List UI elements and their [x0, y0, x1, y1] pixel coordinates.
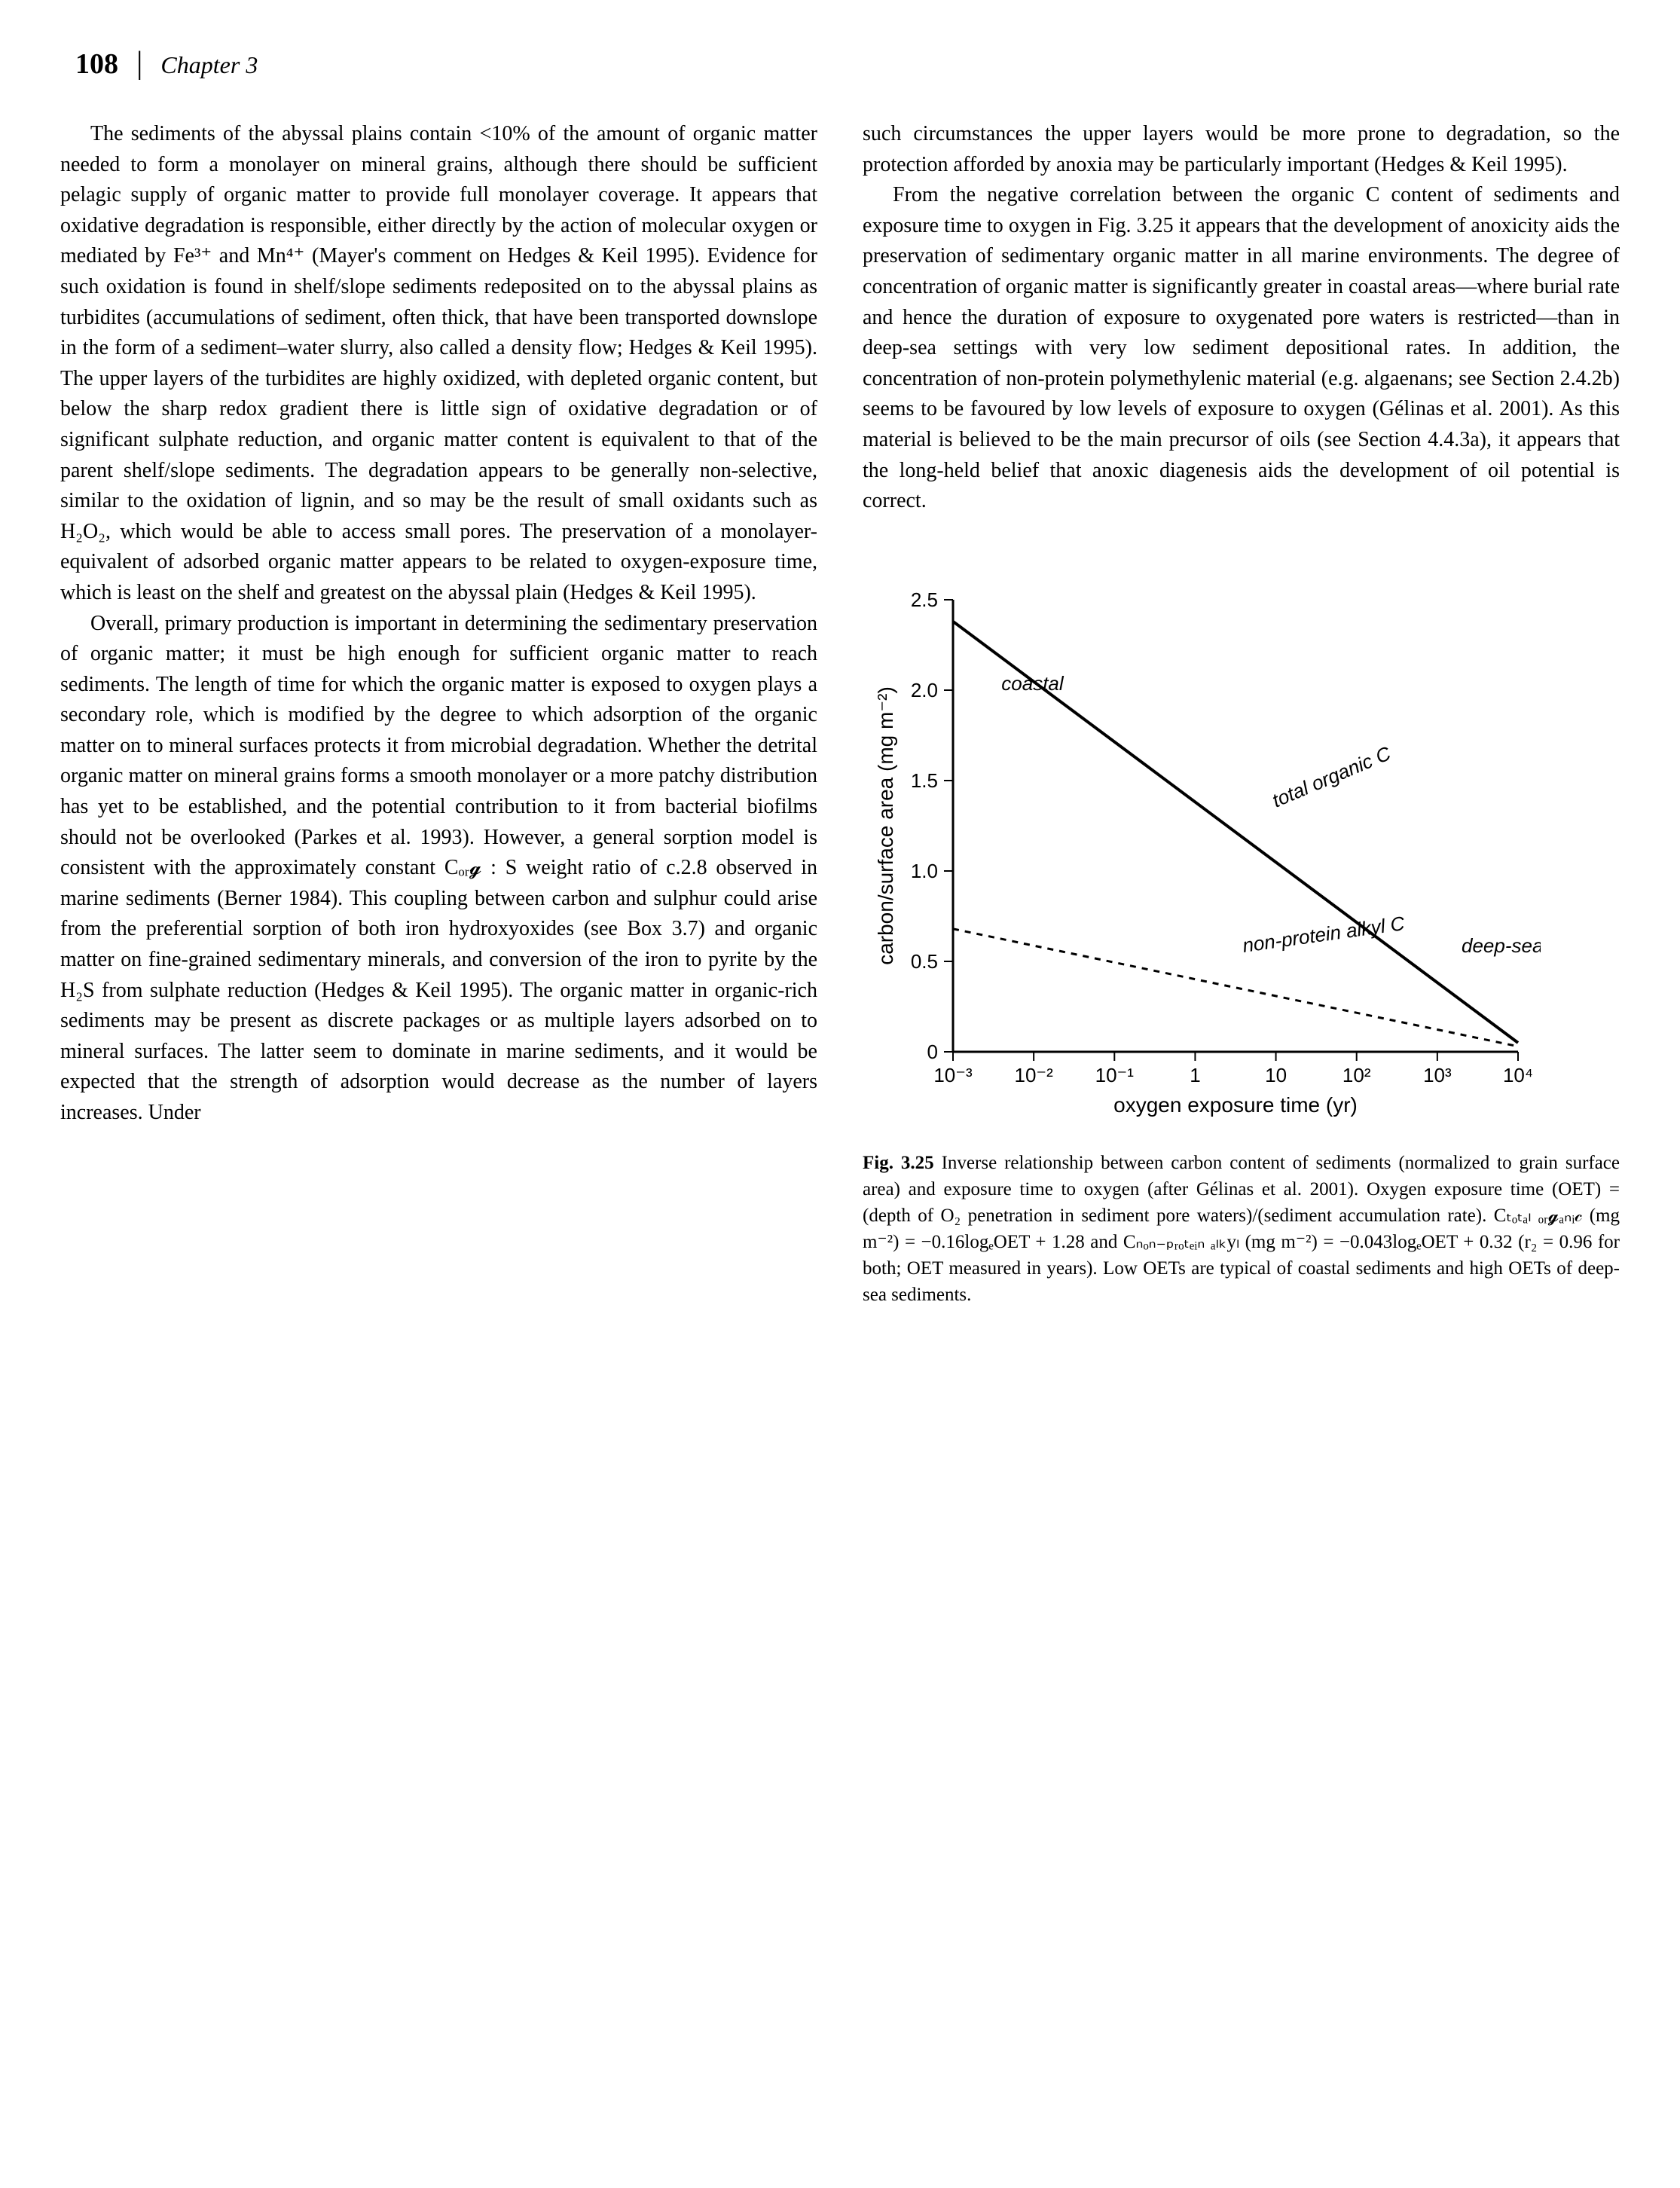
figure-container: 0 0.5 1.0 1.5 2.0 2.5 10⁻³ 10⁻² 10⁻¹ 1 10 10² 10³ 10⁴… [863, 585, 1620, 1308]
svg-text:deep-sea: deep-sea [1462, 934, 1541, 957]
figure-caption: Fig. 3.25 Inverse relationship between c… [863, 1150, 1620, 1308]
svg-text:10⁴: 10⁴ [1503, 1064, 1533, 1086]
svg-text:10²: 10² [1342, 1064, 1371, 1086]
header-separator: | [136, 45, 142, 81]
chapter-label: Chapter 3 [160, 51, 258, 79]
right-para-2: From the negative correlation between th… [863, 180, 1620, 517]
left-para-2: Overall, primary production is important… [60, 609, 817, 1129]
svg-text:10: 10 [1265, 1064, 1287, 1086]
svg-text:10⁻³: 10⁻³ [933, 1064, 973, 1086]
figure-caption-text: Inverse relationship between carbon cont… [863, 1153, 1620, 1305]
svg-text:10⁻¹: 10⁻¹ [1095, 1064, 1135, 1086]
svg-text:1.0: 1.0 [911, 860, 938, 882]
right-para-1: such circumstances the upper layers woul… [863, 119, 1620, 180]
svg-text:0.5: 0.5 [911, 950, 938, 973]
svg-text:1.5: 1.5 [911, 769, 938, 792]
svg-text:coastal: coastal [1001, 672, 1065, 695]
svg-text:0: 0 [927, 1041, 938, 1063]
svg-text:1: 1 [1190, 1064, 1200, 1086]
page-header: 108 | Chapter 3 [60, 45, 1620, 81]
figure-label: Fig. 3.25 [863, 1153, 934, 1173]
left-column: The sediments of the abyssal plains cont… [60, 119, 817, 1308]
left-para-1: The sediments of the abyssal plains cont… [60, 119, 817, 609]
svg-text:2.5: 2.5 [911, 588, 938, 611]
oxygen-exposure-chart: 0 0.5 1.0 1.5 2.0 2.5 10⁻³ 10⁻² 10⁻¹ 1 10 10² 10³ 10⁴… [863, 585, 1541, 1127]
svg-text:carbon/surface area (mg m⁻²): carbon/surface area (mg m⁻²) [874, 686, 897, 965]
svg-text:10⁻²: 10⁻² [1014, 1064, 1053, 1086]
svg-text:total organic C: total organic C [1269, 741, 1394, 811]
svg-text:oxygen exposure time (yr): oxygen exposure time (yr) [1113, 1093, 1358, 1117]
svg-text:2.0: 2.0 [911, 679, 938, 701]
content-grid: The sediments of the abyssal plains cont… [60, 119, 1620, 1308]
page-number: 108 [75, 47, 118, 81]
svg-text:non-protein alkyl C: non-protein alkyl C [1241, 912, 1406, 957]
svg-text:10³: 10³ [1423, 1064, 1452, 1086]
right-column: such circumstances the upper layers woul… [863, 119, 1620, 1308]
